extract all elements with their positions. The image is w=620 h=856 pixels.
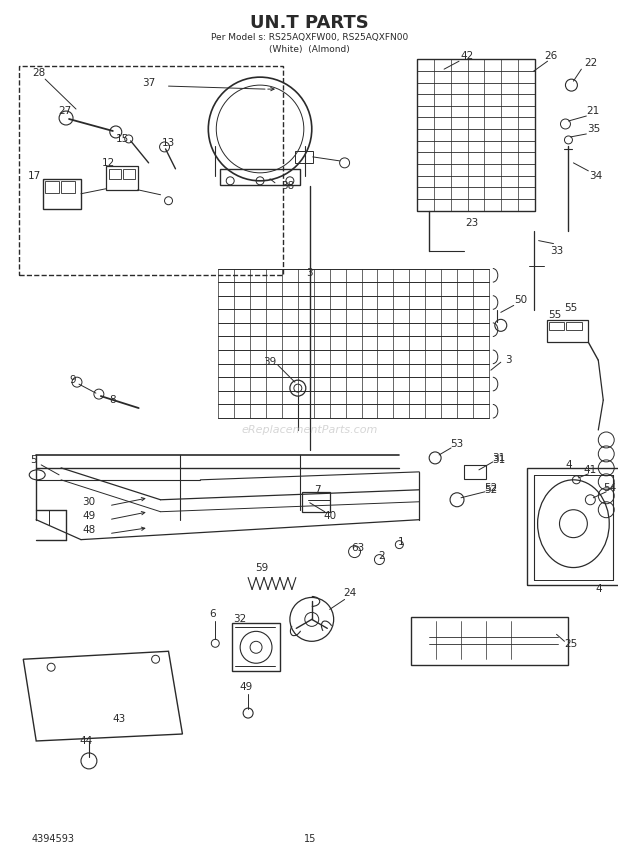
Text: 32: 32 xyxy=(234,615,247,624)
Text: 54: 54 xyxy=(604,483,617,493)
Text: 24: 24 xyxy=(343,588,356,598)
Text: 35: 35 xyxy=(587,124,600,134)
Text: 52: 52 xyxy=(484,484,497,495)
Bar xyxy=(123,169,135,179)
Text: 27: 27 xyxy=(58,106,72,116)
Text: 38: 38 xyxy=(281,181,294,191)
Text: 15: 15 xyxy=(304,834,316,844)
Text: (White)  (Almond): (White) (Almond) xyxy=(270,45,350,54)
Text: 21: 21 xyxy=(587,106,600,116)
Text: 5: 5 xyxy=(30,455,37,465)
Bar xyxy=(464,465,486,479)
Text: 41: 41 xyxy=(583,465,597,475)
Text: 63: 63 xyxy=(351,543,364,553)
Text: 25: 25 xyxy=(564,639,577,650)
Bar xyxy=(526,468,620,586)
Text: 1: 1 xyxy=(398,537,405,547)
Text: 53: 53 xyxy=(450,439,464,449)
Text: 4: 4 xyxy=(565,460,572,470)
Bar xyxy=(220,169,300,185)
Text: 26: 26 xyxy=(544,51,557,62)
Text: 3: 3 xyxy=(306,268,313,277)
Bar xyxy=(232,623,280,671)
Text: eReplacementParts.com: eReplacementParts.com xyxy=(242,425,378,435)
Text: 49: 49 xyxy=(239,682,253,693)
Text: 34: 34 xyxy=(588,171,602,181)
Bar xyxy=(106,166,138,190)
Text: 2: 2 xyxy=(378,550,385,561)
Text: 52: 52 xyxy=(484,483,497,493)
Text: 8: 8 xyxy=(110,395,116,405)
Bar xyxy=(549,323,564,330)
Text: 15: 15 xyxy=(115,134,129,144)
Text: UN.T PARTS: UN.T PARTS xyxy=(250,15,369,33)
Text: 9: 9 xyxy=(69,375,76,385)
Text: 40: 40 xyxy=(323,511,336,520)
Text: 33: 33 xyxy=(550,246,563,256)
Bar xyxy=(45,181,59,193)
Text: 17: 17 xyxy=(28,171,41,181)
Bar xyxy=(61,181,75,193)
Text: 6: 6 xyxy=(209,609,216,620)
Text: 7: 7 xyxy=(314,484,321,495)
Bar xyxy=(411,617,569,665)
Bar xyxy=(417,59,534,211)
Text: 37: 37 xyxy=(142,78,155,88)
Bar xyxy=(43,179,81,209)
Bar xyxy=(109,169,121,179)
Text: 4: 4 xyxy=(595,585,601,594)
Text: 48: 48 xyxy=(82,525,95,535)
Text: 49: 49 xyxy=(82,511,95,520)
Bar xyxy=(302,492,330,512)
Text: 55: 55 xyxy=(548,311,561,320)
Text: 39: 39 xyxy=(264,357,277,367)
Text: 13: 13 xyxy=(162,138,175,148)
Text: 59: 59 xyxy=(255,562,268,573)
Text: 30: 30 xyxy=(82,496,95,507)
Text: 43: 43 xyxy=(112,714,125,724)
Text: 31: 31 xyxy=(492,455,505,465)
Text: Per Model s: RS25AQXFW00, RS25AQXFN00: Per Model s: RS25AQXFW00, RS25AQXFN00 xyxy=(211,33,409,42)
Text: 31: 31 xyxy=(492,453,505,463)
Text: 55: 55 xyxy=(564,303,577,313)
Text: 12: 12 xyxy=(102,158,115,168)
Bar xyxy=(295,151,312,163)
Bar xyxy=(567,323,582,330)
Text: 42: 42 xyxy=(460,51,474,62)
Text: 3: 3 xyxy=(505,355,512,366)
Text: 50: 50 xyxy=(514,295,527,306)
Text: 44: 44 xyxy=(79,736,92,746)
Bar xyxy=(547,320,588,342)
Text: 22: 22 xyxy=(585,58,598,68)
Text: 23: 23 xyxy=(466,217,479,228)
Text: 28: 28 xyxy=(33,68,46,78)
Bar xyxy=(19,66,283,276)
Text: 4394593: 4394593 xyxy=(31,834,74,844)
